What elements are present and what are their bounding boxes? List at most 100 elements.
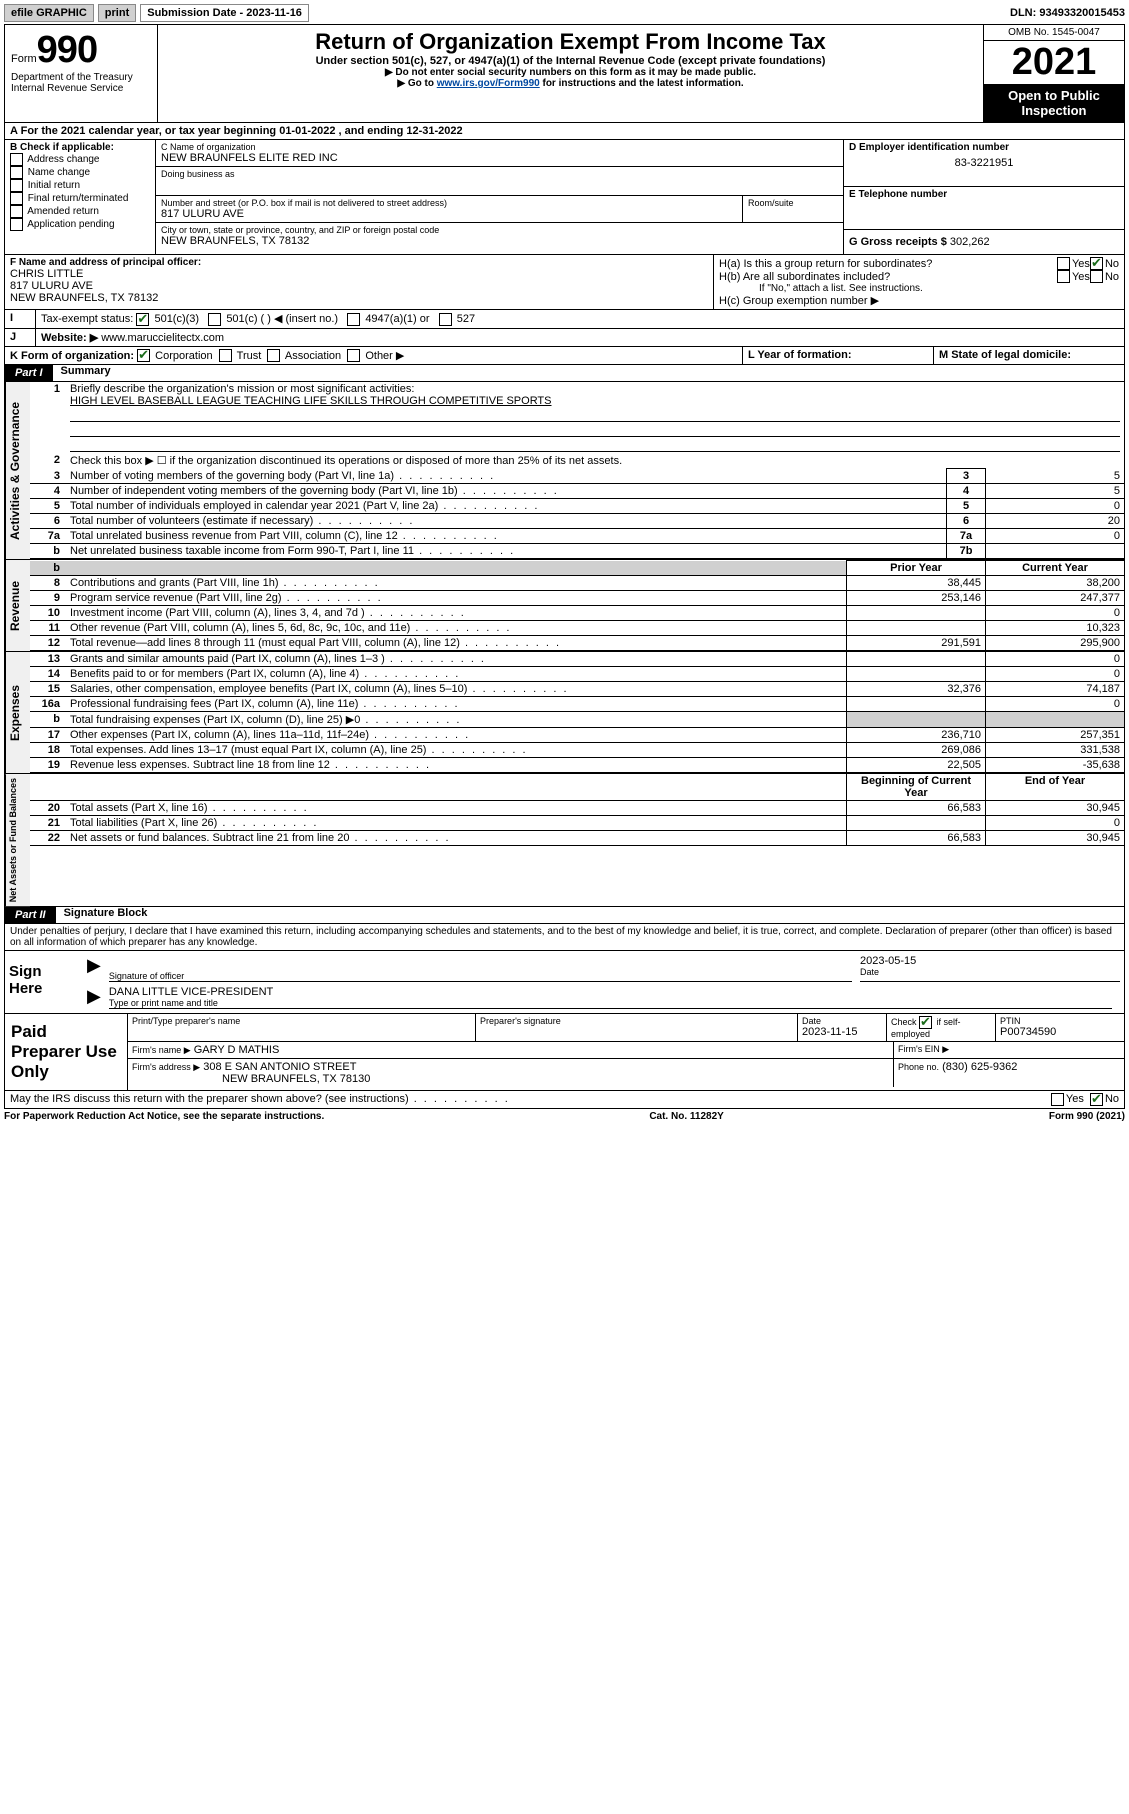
- i-501c-checkbox[interactable]: [208, 313, 221, 326]
- dln-value: DLN: 93493320015453: [1010, 7, 1125, 19]
- line2-text: Check this box ▶ ☐ if the organization d…: [66, 453, 1124, 468]
- hb-note: If "No," attach a list. See instructions…: [719, 283, 1119, 294]
- efile-button[interactable]: efile GRAPHIC: [4, 4, 94, 22]
- officer-addr2: NEW BRAUNFELS, TX 78132: [10, 292, 708, 304]
- col-current: Current Year: [986, 561, 1125, 576]
- phone-label: Phone no.: [898, 1062, 939, 1072]
- sig-date-value: 2023-05-15: [860, 955, 1120, 967]
- b-opt-0-checkbox[interactable]: [10, 153, 23, 166]
- omb-number: OMB No. 1545-0047: [984, 25, 1124, 41]
- hc-label: H(c) Group exemption number ▶: [719, 294, 1119, 307]
- b-opt-4-checkbox[interactable]: [10, 205, 23, 218]
- g-label: G Gross receipts $: [849, 236, 947, 248]
- i-527-checkbox[interactable]: [439, 313, 452, 326]
- b-opt-2-checkbox[interactable]: [10, 179, 23, 192]
- ha-no-checkbox[interactable]: [1090, 257, 1103, 270]
- side-activities-gov: Activities & Governance: [5, 382, 30, 559]
- arrow-icon: ▶: [87, 955, 101, 982]
- type-name-label: Type or print name and title: [109, 998, 1112, 1008]
- m-label: M State of legal domicile:: [939, 349, 1071, 361]
- part1-title: Summary: [53, 365, 111, 381]
- i-4947-checkbox[interactable]: [347, 313, 360, 326]
- k-assoc-checkbox[interactable]: [267, 349, 280, 362]
- part1-header: Part I: [5, 365, 53, 381]
- firm-addr-label: Firm's address ▶: [132, 1062, 200, 1072]
- side-expenses: Expenses: [5, 652, 30, 773]
- org-name: NEW BRAUNFELS ELITE RED INC: [161, 152, 838, 164]
- col-beginning: Beginning of Current Year: [847, 774, 986, 801]
- website-value: www.maruccielitectx.com: [101, 332, 224, 344]
- i-501c3-checkbox[interactable]: [136, 313, 149, 326]
- k-opt-1: Trust: [237, 350, 262, 362]
- room-label: Room/suite: [748, 198, 838, 208]
- may-yes-checkbox[interactable]: [1051, 1093, 1064, 1106]
- ptin-value: P00734590: [1000, 1026, 1120, 1038]
- col-prior: Prior Year: [847, 561, 986, 576]
- perjury-declaration: Under penalties of perjury, I declare th…: [5, 924, 1124, 951]
- b-opt-3-checkbox[interactable]: [10, 192, 23, 205]
- j-label: Website: ▶: [41, 332, 98, 344]
- part2-title: Signature Block: [56, 907, 148, 923]
- dba-label: Doing business as: [161, 169, 838, 179]
- k-label: K Form of organization:: [10, 350, 134, 362]
- b-opt-5-checkbox[interactable]: [10, 218, 23, 231]
- form-title: Return of Organization Exempt From Incom…: [164, 29, 977, 55]
- footer-right: Form 990 (2021): [1049, 1111, 1125, 1122]
- b-opt-1-checkbox[interactable]: [10, 166, 23, 179]
- mission-text: HIGH LEVEL BASEBALL LEAGUE TEACHING LIFE…: [70, 395, 552, 407]
- may-no-checkbox[interactable]: [1090, 1093, 1103, 1106]
- officer-name: CHRIS LITTLE: [10, 268, 708, 280]
- b-label: B Check if applicable:: [10, 142, 150, 153]
- phone-value: (830) 625-9362: [942, 1061, 1017, 1073]
- footer-center: Cat. No. 11282Y: [649, 1111, 723, 1122]
- footer-left: For Paperwork Reduction Act Notice, see …: [4, 1111, 324, 1122]
- addr-label: Number and street (or P.O. box if mail i…: [161, 198, 737, 208]
- instr-ssn: ▶ Do not enter social security numbers o…: [164, 67, 977, 78]
- dept-treasury: Department of the Treasury: [11, 72, 151, 83]
- form-subtitle: Under section 501(c), 527, or 4947(a)(1)…: [164, 55, 977, 67]
- city-label: City or town, state or province, country…: [161, 225, 838, 235]
- firm-name-label: Firm's name ▶: [132, 1045, 191, 1055]
- side-revenue: Revenue: [5, 560, 30, 651]
- sig-date-label: Date: [860, 967, 1120, 977]
- col-end: End of Year: [986, 774, 1125, 801]
- gross-receipts: 302,262: [950, 236, 990, 248]
- form-number: 990: [37, 29, 97, 71]
- k-opt-0: Corporation: [155, 350, 212, 362]
- prep-date-value: 2023-11-15: [802, 1026, 882, 1038]
- ptin-label: PTIN: [1000, 1016, 1120, 1026]
- k-trust-checkbox[interactable]: [219, 349, 232, 362]
- sign-here-block: Sign Here ▶ Signature of officer 2023-05…: [5, 951, 1124, 1014]
- hb-label: H(b) Are all subordinates included?: [719, 271, 1057, 283]
- self-employed-checkbox[interactable]: [919, 1016, 932, 1029]
- irs-label: Internal Revenue Service: [11, 83, 151, 94]
- page-footer: For Paperwork Reduction Act Notice, see …: [4, 1109, 1125, 1124]
- d-label: D Employer identification number: [849, 142, 1119, 153]
- prep-date-hdr: Date: [802, 1016, 882, 1026]
- firm-addr2: NEW BRAUNFELS, TX 78130: [132, 1073, 370, 1085]
- may-discuss-label: May the IRS discuss this return with the…: [10, 1093, 1051, 1106]
- k-opt-3: Other ▶: [365, 350, 404, 362]
- form-container: Form990 Department of the Treasury Inter…: [4, 24, 1125, 1109]
- officer-typed-name: DANA LITTLE VICE-PRESIDENT: [109, 986, 1112, 998]
- officer-addr1: 817 ULURU AVE: [10, 280, 708, 292]
- part2-header: Part II: [5, 907, 56, 923]
- tax-year: 2021: [984, 41, 1124, 84]
- top-toolbar: efile GRAPHIC print Submission Date - 20…: [4, 4, 1125, 22]
- i-label: Tax-exempt status:: [41, 313, 133, 325]
- k-other-checkbox[interactable]: [347, 349, 360, 362]
- city-state-zip: NEW BRAUNFELS, TX 78132: [161, 235, 838, 247]
- check-label: Check: [891, 1017, 917, 1027]
- print-button[interactable]: print: [98, 4, 136, 22]
- hb-no-checkbox[interactable]: [1090, 270, 1103, 283]
- paid-preparer-label: Paid Preparer Use Only: [5, 1014, 127, 1090]
- submission-date: Submission Date - 2023-11-16: [140, 4, 309, 22]
- k-corp-checkbox[interactable]: [137, 349, 150, 362]
- ha-yes-checkbox[interactable]: [1057, 257, 1070, 270]
- instructions-link[interactable]: www.irs.gov/Form990: [437, 78, 540, 89]
- side-net-assets: Net Assets or Fund Balances: [5, 774, 30, 906]
- e-label: E Telephone number: [849, 189, 1119, 200]
- firm-addr1: 308 E SAN ANTONIO STREET: [203, 1061, 356, 1073]
- hb-yes-checkbox[interactable]: [1057, 270, 1070, 283]
- line-a-text: For the 2021 calendar year, or tax year …: [21, 125, 463, 137]
